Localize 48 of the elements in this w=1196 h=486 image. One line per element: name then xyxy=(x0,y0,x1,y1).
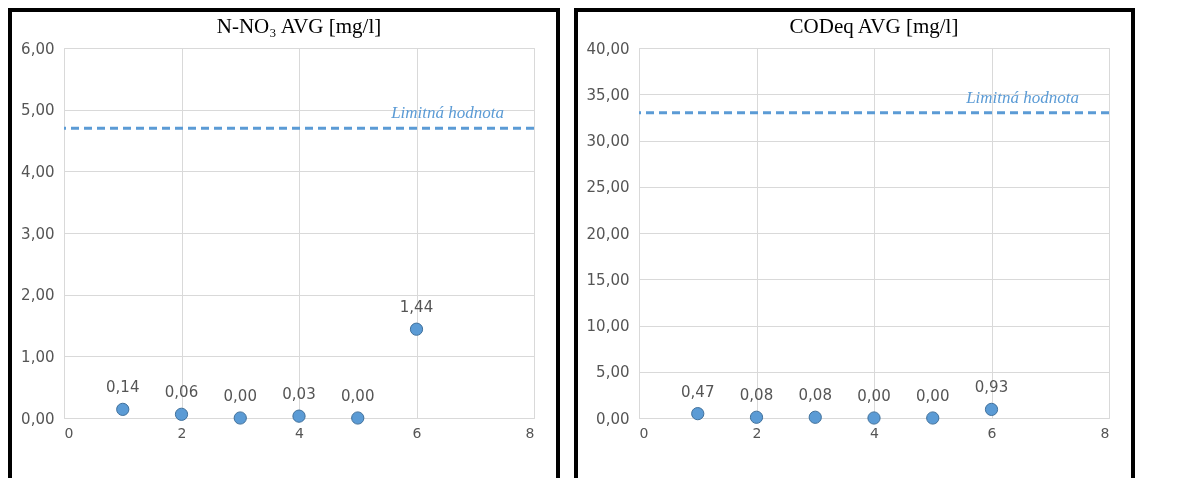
ref-line-label: Limitná hodnota xyxy=(390,103,504,123)
point xyxy=(116,402,130,416)
data-label: 0,03 xyxy=(282,385,316,404)
chart-title: CODeq AVG [mg/l] xyxy=(789,14,959,38)
data-label: 0,00 xyxy=(857,387,891,405)
y-tick-label: 4,00 xyxy=(21,162,55,181)
chart-title: N-NO₃ AVG [mg/l] xyxy=(216,14,382,38)
data-label: 0,00 xyxy=(341,387,375,405)
data-label: 0,93 xyxy=(974,378,1009,397)
data-label: 0,14 xyxy=(106,378,140,397)
x-tick-label: 8 xyxy=(1100,424,1110,441)
y-tick-label: 0,00 xyxy=(596,409,630,428)
x-tick-label: 4 xyxy=(295,424,305,441)
data-label: 0,06 xyxy=(164,383,199,402)
y-tick-label: 30,00 xyxy=(586,132,630,150)
data-label: 0,08 xyxy=(739,386,774,405)
data-label: 0,00 xyxy=(916,387,950,405)
x-tick-label: 0 xyxy=(64,424,74,441)
y-tick-label: 6,00 xyxy=(21,39,55,58)
y-tick-label: 0,00 xyxy=(21,409,55,428)
x-tick-label: 8 xyxy=(525,424,535,441)
y-tick-label: 3,00 xyxy=(21,224,55,243)
point xyxy=(174,407,189,421)
x-tick-label: 0 xyxy=(639,424,649,441)
x-tick-label: 4 xyxy=(870,424,880,441)
y-tick-label: 5,00 xyxy=(21,101,55,120)
data-label: 0,47 xyxy=(681,382,715,401)
y-tick-label: 20,00 xyxy=(586,224,630,243)
point xyxy=(292,409,306,423)
y-tick-label: 40,00 xyxy=(586,39,630,58)
x-tick-label: 2 xyxy=(177,424,187,441)
y-tick-label: 35,00 xyxy=(586,85,630,104)
x-tick-label: 6 xyxy=(412,424,422,441)
data-label: 1,44 xyxy=(399,298,434,317)
point xyxy=(233,411,247,425)
point xyxy=(351,411,365,425)
y-tick-label: 15,00 xyxy=(586,270,630,289)
y-tick-label: 1,00 xyxy=(21,347,55,366)
y-tick-label: 5,00 xyxy=(596,363,630,382)
x-tick-label: 6 xyxy=(987,424,997,441)
y-tick-label: 2,00 xyxy=(21,286,55,305)
data-label: 0,00 xyxy=(223,387,257,405)
data-label: 0,08 xyxy=(798,386,832,405)
x-tick-label: 2 xyxy=(752,424,762,441)
y-tick-label: 25,00 xyxy=(586,178,630,197)
y-tick-label: 10,00 xyxy=(586,317,630,335)
ref-line-label: Limitná hodnota xyxy=(965,87,1079,107)
point xyxy=(409,322,424,336)
